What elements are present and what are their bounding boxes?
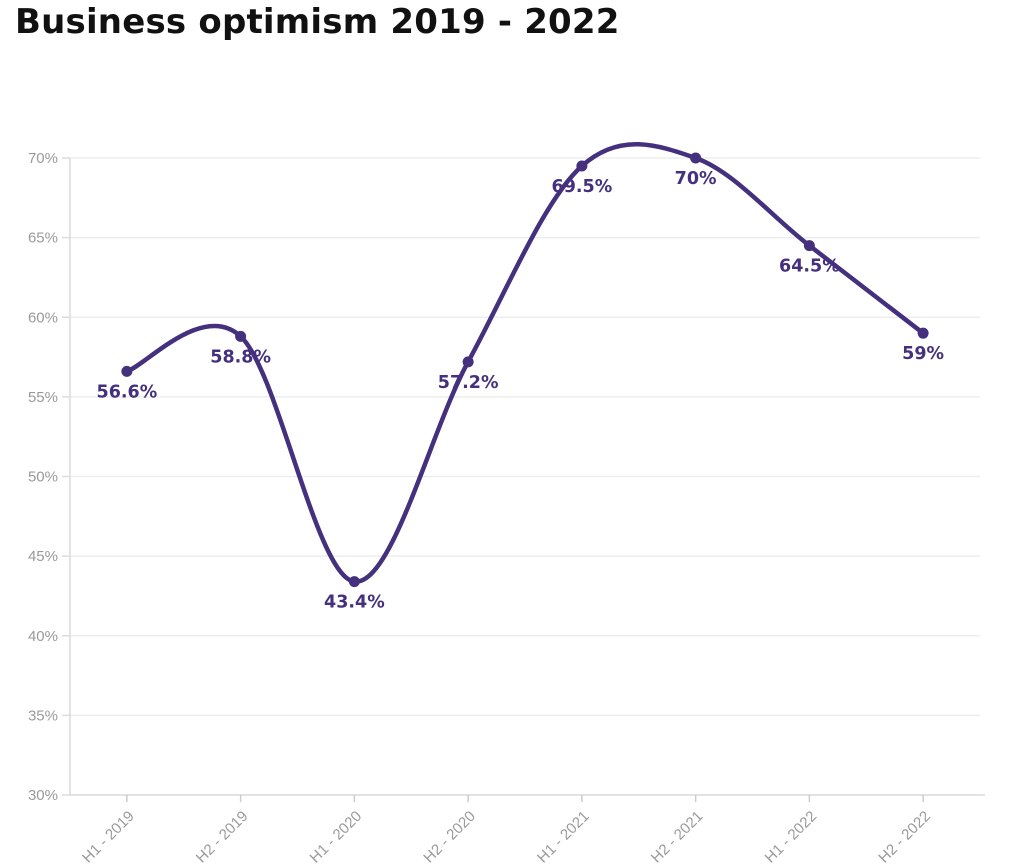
data-point [121,365,133,377]
data-point-label: 64.5% [779,257,840,277]
data-point [235,330,247,342]
chart-title: Business optimism 2019 - 2022 [15,2,620,42]
data-point [917,327,929,339]
x-axis-tick-label: H1 - 2021 [534,808,593,865]
y-axis-tick-label: 40% [28,628,58,645]
x-axis-tick-label: H2 - 2019 [193,808,252,865]
data-point-label: 69.5% [552,177,613,197]
data-point [576,160,588,172]
x-axis-tick-label: H1 - 2019 [79,808,138,865]
y-axis-tick-label: 55% [28,389,58,406]
x-axis-tick-label: H1 - 2022 [762,808,821,865]
x-axis-tick-label: H1 - 2020 [307,808,366,865]
data-point-label: 43.4% [324,593,385,613]
y-axis-tick-label: 50% [28,469,58,486]
y-axis-tick-label: 65% [28,230,58,247]
data-point-label: 58.8% [210,347,271,367]
x-axis-tick-label: H2 - 2022 [875,808,934,865]
data-point-label: 56.6% [97,382,158,402]
data-point [348,576,360,588]
data-point-label: 59% [902,344,944,364]
data-point-label: 57.2% [438,373,499,393]
data-point [462,356,474,368]
data-point [690,152,702,164]
data-point [803,240,815,252]
y-axis-tick-label: 60% [28,309,58,326]
x-axis-tick-label: H2 - 2021 [648,808,707,865]
series-line [124,142,926,584]
y-axis-tick-label: 70% [28,150,58,167]
y-axis-tick-label: 30% [28,787,58,804]
x-axis-tick-label: H2 - 2020 [420,808,479,865]
y-axis-tick-label: 45% [28,548,58,565]
y-axis-tick-label: 35% [28,707,58,724]
data-point-label: 70% [675,169,717,189]
